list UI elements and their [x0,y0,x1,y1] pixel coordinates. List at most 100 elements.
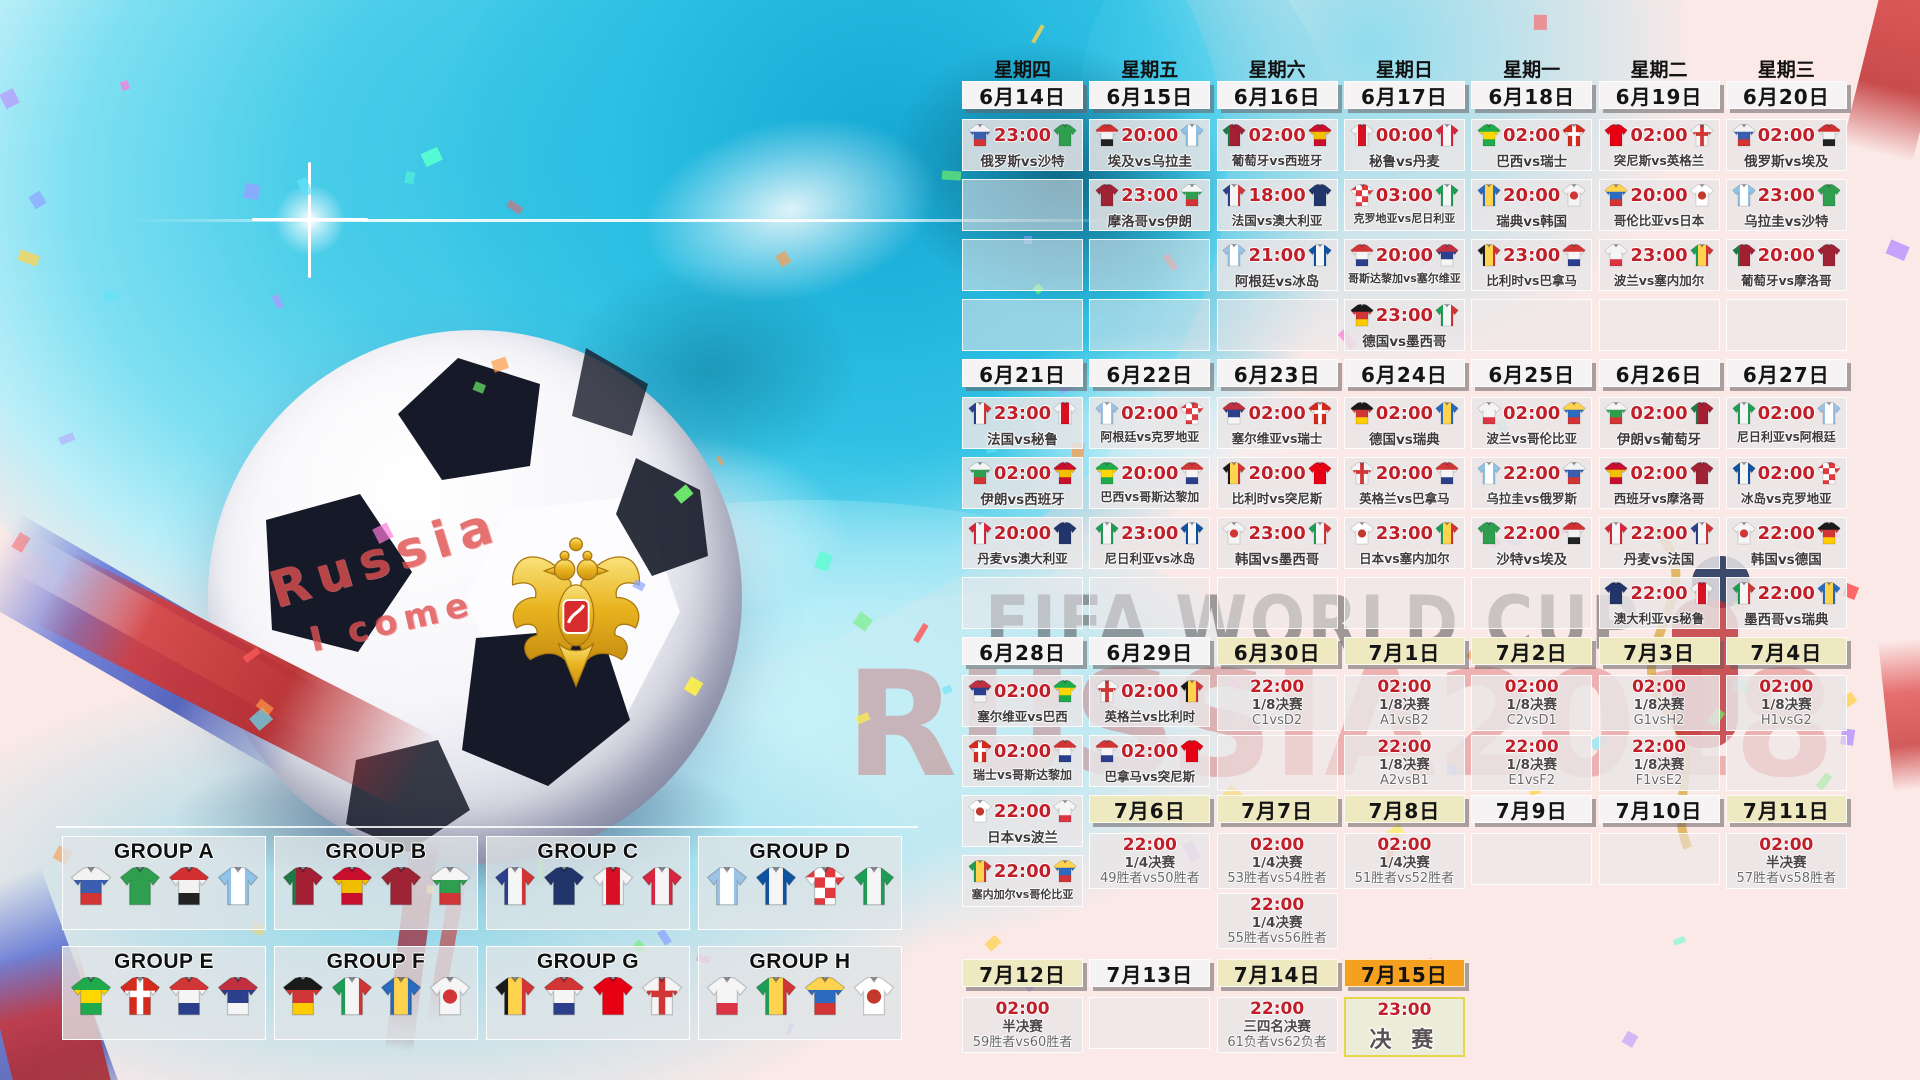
match-cell: 02:00 伊朗vs西班牙 [962,457,1083,509]
team-jersey-icon [1731,124,1756,147]
team-jersey-icon [1689,124,1714,147]
match-teams: 墨西哥vs瑞典 [1744,612,1829,628]
match-cell: 20:00 葡萄牙vs摩洛哥 [1725,239,1847,291]
pair-label: 49胜者vs50胜者 [1100,871,1200,887]
team-jersey-icon [1222,244,1247,267]
match-cell: 22:00 丹麦vs法国 [1598,517,1720,569]
match-time: 02:00 [1630,125,1688,146]
match-cell: 23:00 比利时vs巴拿马 [1471,239,1593,291]
match-cell: 23:00 德国vs墨西哥 [1343,299,1465,351]
team-jersey-icon [1095,462,1119,485]
match-time: 02:00 [1503,125,1561,146]
empty-cell [962,577,1083,629]
tail-section: 7月10日 [1598,795,1720,959]
team-jersey-icon [1817,522,1841,545]
stage-label: 1/8决赛 [1760,696,1812,713]
match-row: 02:00 [963,736,1082,764]
team-jersey-icon [1817,582,1841,605]
team-jersey-icon [1095,402,1119,425]
calendar-column: 星期六 6月16日 02:00 葡萄牙vs西班牙 18:00 法国vs澳大利亚 21:00 阿… [1216,55,1338,1057]
match-time: 23:00 [1377,1000,1432,1020]
match-time: 18:00 [1248,185,1306,206]
group-jerseys [275,977,477,1016]
team-jersey-icon [1307,462,1332,485]
date-header: 6月22日 [1089,359,1211,387]
date-header: 7月15日 [1343,959,1465,987]
match-time: 23:00 [1375,523,1434,544]
match-row: 21:00 [1218,240,1337,268]
match-teams: 丹麦vs法国 [1623,552,1695,568]
tail-section: 22:00 日本vs波兰 22:00 塞内加尔vs哥伦比亚 [962,795,1083,959]
team-jersey-icon [1222,184,1247,207]
empty-cell [1089,577,1211,629]
match-time: 02:00 [1377,677,1432,697]
team-jersey-icon [429,867,470,906]
empty-cell [1216,577,1338,629]
knockout-cell: 22:00 三四名决赛 61负者vs62负者 [1216,997,1338,1053]
date-header: 6月25日 [1471,359,1593,387]
match-time: 21:00 [1248,245,1306,266]
knockout-cell: 22:00 1/8决赛 A2vsB1 [1343,735,1465,791]
pair-label: E1vsF2 [1508,773,1556,789]
team-jersey-icon [429,977,470,1016]
match-teams: 日本vs波兰 [987,830,1058,846]
date-header: 7月6日 [1089,795,1211,823]
team-jersey-icon [1095,740,1119,763]
match-teams: 韩国vs墨西哥 [1234,552,1320,568]
match-cell: 22:00 沙特vs埃及 [1471,517,1593,569]
team-jersey-icon [1435,462,1459,485]
date-header: 7月3日 [1598,637,1720,665]
match-row: 22:00 [1600,518,1719,546]
team-jersey-icon [1349,402,1374,425]
team-jersey-icon [1435,184,1459,207]
match-cell: 02:00 波兰vs哥伦比亚 [1471,397,1593,449]
match-time: 23:00 [1248,523,1306,544]
team-jersey-icon [968,402,992,425]
match-time: 02:00 [1759,835,1814,855]
team-jersey-icon [331,867,372,906]
match-teams: 塞尔维亚vs巴西 [977,709,1068,724]
match-cell: 23:00 尼日利亚vs冰岛 [1089,517,1211,569]
team-jersey-icon [1731,402,1756,425]
match-cell: 22:00 墨西哥vs瑞典 [1725,577,1847,629]
tail-section: 7月8日 02:00 1/4决赛 51胜者vs52胜者 [1343,795,1465,959]
team-jersey-icon [1477,402,1501,425]
pair-label: 55胜者vs56胜者 [1227,931,1327,947]
match-teams: 伊朗vs西班牙 [980,492,1065,508]
date-header: 6月24日 [1343,359,1465,387]
match-teams: 埃及vs乌拉圭 [1107,154,1192,170]
match-cell: 02:00 塞尔维亚vs瑞士 [1216,397,1338,449]
team-jersey-icon [1477,184,1501,207]
group-jerseys [63,867,265,906]
knockout-cell: 02:00 1/8决赛 A1vsB2 [1343,675,1465,731]
date-header: 7月1日 [1343,637,1465,665]
match-cell: 23:00 俄罗斯vs沙特 [962,119,1083,171]
team-jersey-icon [1349,304,1374,327]
empty-cell [1725,299,1847,351]
stage-label: 1/4决赛 [1124,854,1176,871]
match-row: 23:00 [1472,240,1591,268]
match-row: 20:00 [1218,458,1337,486]
date-header: 6月16日 [1216,81,1338,109]
pair-label: G1vsH2 [1633,713,1685,729]
group-title: GROUP G [536,950,640,973]
match-time: 22:00 [1757,523,1815,544]
match-row: 02:00 [1090,676,1209,704]
match-teams: 巴西vs瑞士 [1496,154,1568,170]
match-cell: 20:00 巴西vs哥斯达黎加 [1089,457,1211,509]
team-jersey-icon [1731,462,1756,485]
group-title: GROUP F [326,950,426,973]
team-jersey-icon [380,867,421,906]
match-time: 03:00 [1375,185,1434,206]
match-teams: 乌拉圭vs俄罗斯 [1486,491,1577,506]
empty-cell [1471,299,1593,351]
match-row: 23:00 [1090,518,1209,546]
team-jersey-icon [804,867,845,906]
team-jersey-icon [70,977,111,1016]
match-row: 02:00 [1218,120,1337,148]
match-teams: 塞内加尔vs哥伦比亚 [971,888,1074,901]
match-cell: 02:00 塞尔维亚vs巴西 [962,675,1083,727]
team-jersey-icon [755,977,796,1016]
empty-cell [1216,299,1338,351]
